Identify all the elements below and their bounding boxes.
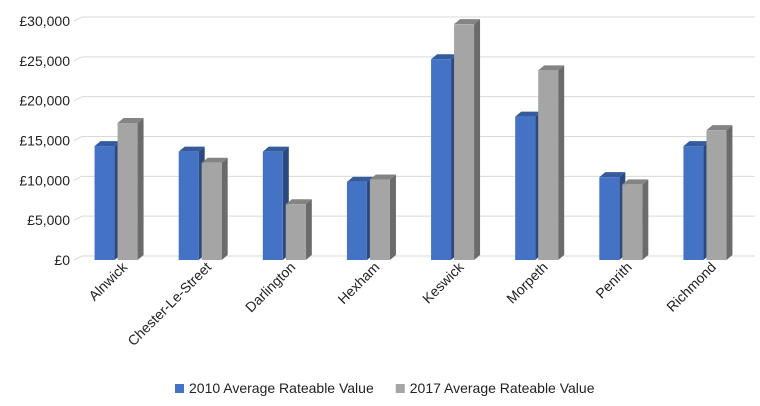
bar-2010-richmond — [683, 141, 710, 260]
bar-2017-penrith — [622, 179, 649, 260]
bar-2010-penrith — [599, 172, 626, 260]
bar-side — [558, 65, 565, 260]
bar-2010-keswick — [431, 54, 458, 260]
bar-front — [178, 151, 199, 260]
bar-2017-chester-le-street — [201, 157, 228, 260]
x-tick-label: Morpeth — [503, 259, 551, 307]
gridline-depth — [73, 136, 83, 141]
y-tick-label: £30,000 — [19, 13, 70, 29]
bar-2010-chester-le-street — [178, 146, 205, 260]
bar-2017-darlington — [285, 199, 312, 260]
x-tick-label: Darlington — [242, 259, 298, 315]
bar-front — [369, 179, 390, 260]
bar-top — [117, 117, 144, 123]
bar-front — [117, 122, 138, 261]
bar-front — [454, 24, 475, 261]
x-tick-label: Penrith — [592, 259, 635, 302]
bar-top — [262, 146, 289, 152]
y-tick-label: £10,000 — [19, 172, 70, 188]
bar-2010-morpeth — [515, 111, 542, 260]
x-tick-label: Alnwick — [85, 258, 131, 304]
bar-2017-alnwick — [117, 117, 144, 261]
legend: 2010 Average Rateable Value 2017 Average … — [175, 380, 595, 396]
bar-2010-alnwick — [94, 141, 121, 260]
legend-swatch — [395, 384, 405, 393]
bars — [94, 19, 733, 261]
bar-2017-hexham — [369, 174, 396, 260]
legend-label: 2017 Average Rateable Value — [410, 380, 595, 396]
bar-front — [94, 146, 115, 260]
bar-front — [538, 70, 559, 260]
x-tick-label: Chester-Le-Street — [124, 259, 214, 349]
bar-top — [622, 179, 649, 185]
bar-top — [94, 141, 121, 147]
bar-2010-darlington — [262, 146, 289, 260]
gridlines — [73, 16, 755, 261]
gridline-depth — [73, 96, 83, 102]
bar-2010-hexham — [346, 176, 373, 260]
legend-label: 2010 Average Rateable Value — [189, 380, 374, 396]
y-tick-label: £0 — [54, 252, 70, 268]
y-tick-label: £25,000 — [19, 53, 70, 69]
x-tick-label: Keswick — [419, 258, 467, 306]
y-tick-label: £15,000 — [19, 133, 70, 149]
bar-2017-keswick — [454, 19, 481, 261]
y-axis: £0 £5,000 £10,000 £15,000 £20,000 £25,000 £30,… — [19, 13, 70, 268]
bar-front — [599, 177, 620, 260]
legend-swatch — [175, 384, 184, 393]
bar-side — [389, 174, 396, 260]
bar-2017-richmond — [706, 125, 733, 260]
y-tick-label: £20,000 — [19, 93, 70, 109]
bar-side — [474, 19, 481, 261]
bar-top — [515, 111, 542, 117]
gridline-depth — [73, 56, 83, 62]
y-tick-label: £5,000 — [27, 212, 70, 228]
bar-top — [201, 157, 228, 163]
x-tick-label: Hexham — [334, 259, 382, 307]
bar-top — [346, 176, 373, 182]
gridline-depth — [73, 255, 83, 261]
bar-side — [137, 117, 144, 261]
bar-side — [305, 199, 312, 260]
bar-front — [285, 204, 306, 260]
bar-front — [683, 146, 704, 260]
x-tick-label: Richmond — [663, 259, 719, 315]
bar-top — [178, 146, 205, 152]
bar-front — [262, 151, 283, 260]
bar-2017-morpeth — [538, 65, 565, 260]
bar-top — [454, 19, 481, 25]
bar-top — [706, 125, 733, 131]
bar-side — [642, 179, 649, 260]
bar-front — [346, 181, 367, 260]
bar-top — [683, 141, 710, 147]
bar-front — [201, 162, 222, 260]
bar-front — [622, 184, 643, 260]
bar-top — [431, 54, 458, 60]
bar-top — [369, 174, 396, 180]
bar-top — [538, 65, 565, 71]
gridline-depth — [73, 175, 83, 181]
bar-front — [431, 59, 452, 260]
bar-front — [706, 130, 727, 260]
bar-front — [515, 116, 536, 260]
bar-top — [599, 172, 626, 178]
bar-side — [221, 157, 228, 260]
bar-side — [726, 125, 733, 260]
gridline-depth — [73, 16, 83, 22]
bar-top — [285, 199, 312, 205]
gridline-depth — [73, 215, 83, 221]
